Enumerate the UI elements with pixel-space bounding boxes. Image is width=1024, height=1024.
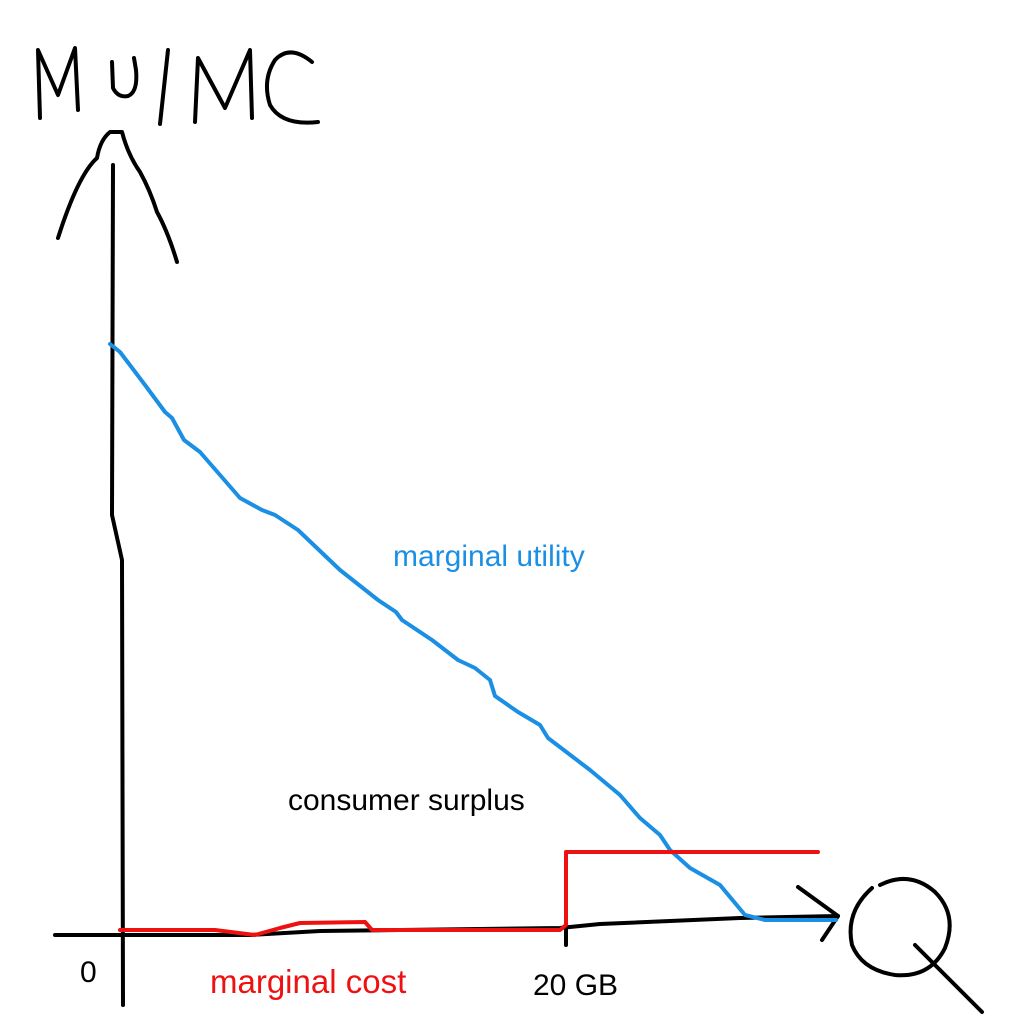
consumer-surplus-label: consumer surplus: [288, 784, 525, 817]
y-axis: [56, 130, 179, 1007]
marginal-utility-curve: [108, 342, 838, 922]
x-axis-arrowhead: [796, 885, 840, 942]
y-axis-arrowhead: [56, 130, 179, 264]
y-axis-title-handwritten: [36, 46, 320, 126]
marginal-utility-label: marginal utility: [393, 540, 585, 573]
x-axis-title-handwritten: [848, 876, 984, 1014]
marginal-cost-label: marginal cost: [210, 963, 406, 1000]
origin-label: 0: [80, 956, 97, 989]
marginal-cost-line: [118, 850, 820, 937]
x-axis: [53, 885, 840, 947]
x-tick-20gb-label: 20 GB: [533, 969, 618, 1002]
